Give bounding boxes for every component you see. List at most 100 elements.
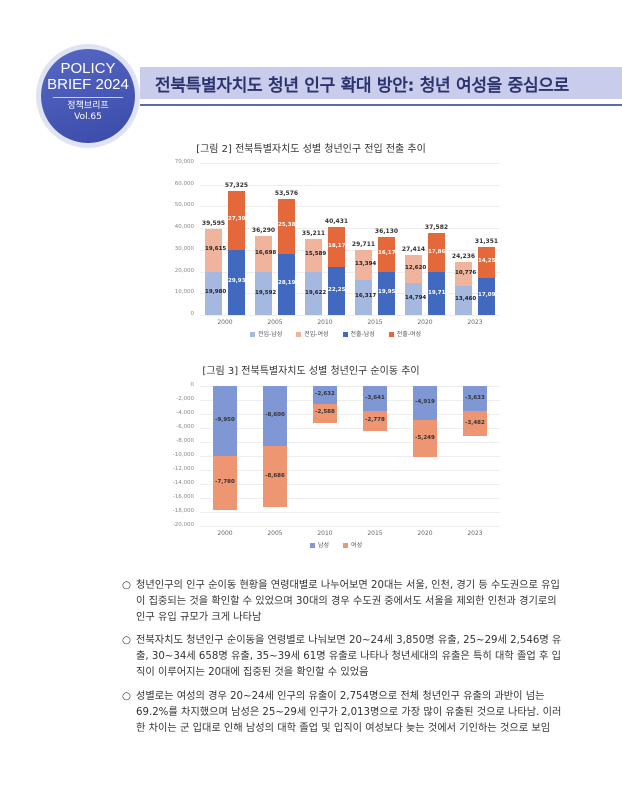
bar-value: 14,258 xyxy=(478,258,500,265)
bar-value: 19,622 xyxy=(305,289,327,296)
bar-segment: -2,632 xyxy=(313,386,337,405)
legend-label: 남성 xyxy=(318,542,330,549)
x-tick-label: 2000 xyxy=(217,319,233,326)
badge-title: POLICY BRIEF 2024 xyxy=(41,61,135,93)
paragraph-2: ○ 전북자치도 청년인구 순이동을 연령별로 나눠보면 20~24세 3,850… xyxy=(122,633,562,681)
bar-value: 22,254 xyxy=(328,286,350,293)
bar-total: 29,711 xyxy=(351,241,376,249)
bar-value: 19,713 xyxy=(428,289,450,296)
figure3-chart: 0 -2,000 -4,000 -6,000 -8,000 -10,000 -12,000 -… xyxy=(160,380,510,555)
bar-segment: -8,686 xyxy=(263,446,287,507)
bar-total: 27,414 xyxy=(401,246,426,254)
paragraph-1: ○ 청년인구의 인구 순이동 현황을 연령대별로 나누어보면 20대는 서울, … xyxy=(122,578,562,626)
legend-label: 전출-남성 xyxy=(350,331,375,338)
bar-segment: 28,192 xyxy=(278,253,300,315)
legend-label: 여성 xyxy=(351,542,363,549)
y-tick-label: 60,000 xyxy=(174,180,194,187)
y-tick-label: -6,000 xyxy=(176,424,194,430)
badge-subtitle: 정책브리프 xyxy=(67,101,109,111)
bar-value: -3,482 xyxy=(465,419,485,426)
bar-segment: 16,317 xyxy=(355,279,376,315)
gridline xyxy=(200,271,500,273)
bar-value: 10,776 xyxy=(455,270,477,277)
paragraph-text: 전북자치도 청년인구 순이동을 연령별로 나눠보면 20~24세 3,850명 … xyxy=(136,635,562,678)
x-tick-label: 2005 xyxy=(267,319,283,326)
legend-item: 전입-남성 xyxy=(250,329,282,338)
y-tick-label: 50,000 xyxy=(174,202,194,209)
bar-segment: -3,633 xyxy=(463,386,487,412)
gridline xyxy=(200,184,500,186)
bar-value: 15,589 xyxy=(305,251,327,258)
x-tick-label: 2010 xyxy=(317,530,333,537)
gridline xyxy=(200,386,500,387)
bar-segment: -3,641 xyxy=(363,386,387,412)
bar-segment: 14,258 xyxy=(478,246,500,278)
bar-value: -2,588 xyxy=(315,409,335,416)
bar-segment: 16,698 xyxy=(255,236,276,273)
x-tick-label: 2015 xyxy=(367,319,383,326)
bar-segment: 17,869 xyxy=(428,233,449,273)
bar-segment: 10,776 xyxy=(455,262,477,286)
bar-segment: 16,172 xyxy=(378,236,400,272)
y-tick-label: -18,000 xyxy=(172,508,194,514)
bullet-icon: ○ xyxy=(122,635,131,646)
bar-segment: 19,615 xyxy=(205,229,226,272)
y-tick-label: 10,000 xyxy=(174,289,194,296)
bar-value: -7,780 xyxy=(215,478,235,485)
badge-inner: POLICY BRIEF 2024 정책브리프 Vol.65 xyxy=(41,49,135,143)
bar-value: 28,192 xyxy=(278,280,300,287)
x-tick-label: 2020 xyxy=(417,319,433,326)
bar-value: 25,384 xyxy=(278,222,300,229)
paragraph-text: 성별로는 여성의 경우 20~24세 인구의 유출이 2,754명으로 전체 청… xyxy=(136,691,562,734)
gridline xyxy=(200,512,500,513)
gridline xyxy=(200,249,500,251)
legend-swatch-icon xyxy=(250,332,255,337)
badge-title-line1: POLICY xyxy=(60,60,116,77)
bar-value: 19,958 xyxy=(378,289,400,296)
figure2-chart: 70,000 60,000 50,000 40,000 30,000 20,000 10,0… xyxy=(160,155,510,340)
legend-swatch-icon xyxy=(342,332,348,337)
gridline xyxy=(200,442,500,443)
paragraph-text: 청년인구의 인구 순이동 현황을 연령대별로 나누어보면 20대는 서울, 인천… xyxy=(136,580,560,623)
x-tick-label: 2023 xyxy=(467,319,483,326)
legend-label: 전출-여성 xyxy=(396,331,421,338)
bar-value: 14,794 xyxy=(405,294,427,301)
bar-value: -5,249 xyxy=(415,434,435,441)
y-tick-label: 0 xyxy=(190,382,195,388)
bar-value: 29,930 xyxy=(228,278,250,285)
gridline xyxy=(200,484,500,485)
gridline xyxy=(200,414,500,415)
legend-item: 여성 xyxy=(343,540,362,549)
legend-swatch-icon xyxy=(310,543,315,548)
legend-item: 전출-여성 xyxy=(388,329,421,338)
gridline xyxy=(200,498,500,499)
gridline xyxy=(200,206,500,208)
bar-total: 53,576 xyxy=(274,189,299,197)
bar-segment: -2,778 xyxy=(363,411,387,431)
gridline xyxy=(200,400,500,401)
legend-swatch-icon xyxy=(343,543,349,548)
bar-segment: 15,589 xyxy=(305,238,327,273)
bar-total: 39,595 xyxy=(201,220,226,228)
bar-value: 17,093 xyxy=(478,292,500,299)
bar-segment: 19,622 xyxy=(305,272,327,315)
bar-value: 13,394 xyxy=(355,261,377,268)
y-tick-label: -14,000 xyxy=(172,480,194,486)
bar-segment: 13,394 xyxy=(355,250,377,280)
bar-segment: 13,460 xyxy=(455,285,477,315)
bar-segment: 19,980 xyxy=(205,271,226,315)
bar-segment: 17,093 xyxy=(478,277,500,315)
y-tick-label: 40,000 xyxy=(174,224,194,231)
bar-value: 13,460 xyxy=(455,296,477,303)
bar-segment: -9,950 xyxy=(213,386,237,456)
title-bar xyxy=(140,67,622,99)
gridline xyxy=(200,470,500,471)
gridline xyxy=(200,315,500,316)
y-tick-label: 30,000 xyxy=(174,245,194,252)
bar-value: 16,172 xyxy=(378,250,400,257)
gridline xyxy=(200,293,500,295)
bar-value: 19,592 xyxy=(255,289,277,296)
chart-legend: 전입-남성 전입-여성 전출-남성 전출-여성 xyxy=(250,329,421,338)
bar-total: 40,431 xyxy=(324,218,349,226)
bar-segment: -2,588 xyxy=(313,404,337,423)
